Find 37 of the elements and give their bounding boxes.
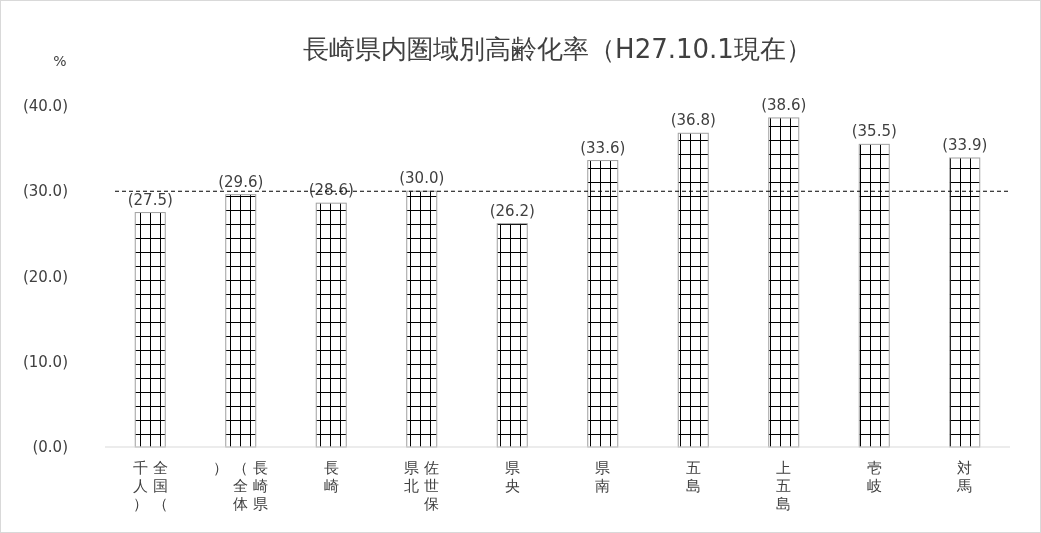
x-tick-label: 県央	[504, 459, 520, 495]
x-tick-label: 上五島	[776, 459, 792, 513]
bar	[949, 157, 981, 448]
bar	[496, 223, 528, 448]
y-tick-label: (30.0)	[22, 182, 68, 201]
bar	[768, 117, 800, 448]
category-label: 全国（千人）	[132, 459, 168, 513]
data-label: (29.6)	[218, 172, 264, 191]
category-label: 佐世保県北	[404, 459, 440, 513]
y-tick-label: (10.0)	[22, 352, 68, 371]
y-tick-label: (40.0)	[22, 97, 68, 115]
bar	[134, 212, 166, 448]
data-label: (33.9)	[942, 136, 988, 154]
y-axis-title: %	[53, 53, 67, 69]
x-tick-label: 五島	[685, 459, 701, 495]
x-tick-label: 長崎	[323, 459, 339, 495]
x-tick-label: 県南	[595, 459, 611, 495]
category-label: 長崎県（全体）	[213, 459, 269, 513]
data-label: (38.6)	[761, 95, 807, 114]
x-tick-label: 対馬	[956, 459, 973, 495]
y-tick-label: (20.0)	[22, 267, 68, 286]
data-label: (28.6)	[308, 181, 354, 200]
data-label: (27.5)	[127, 190, 173, 209]
bar	[677, 132, 709, 448]
data-label: (36.8)	[670, 111, 716, 130]
bar	[315, 202, 347, 448]
data-label: (33.6)	[580, 138, 626, 157]
bar	[587, 160, 619, 448]
bar	[225, 194, 257, 448]
bar	[406, 190, 438, 448]
data-label: (35.5)	[851, 122, 897, 141]
bar	[858, 143, 890, 448]
chart-title: 長崎県内圏域別高齢化率（H27.10.1現在）	[303, 34, 812, 64]
y-tick-label: (0.0)	[32, 438, 68, 456]
data-label: (26.2)	[489, 201, 535, 220]
data-label: (30.0)	[399, 169, 445, 188]
x-tick-label: 壱岐	[866, 459, 882, 495]
